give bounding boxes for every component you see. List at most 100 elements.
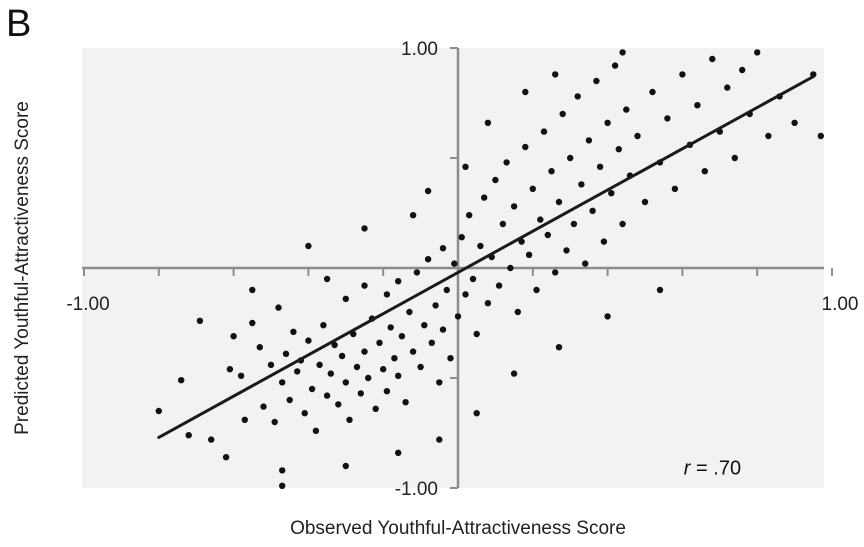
data-point	[529, 185, 536, 192]
data-point	[357, 390, 364, 397]
data-point	[286, 396, 293, 404]
y-tick-label: -1.00	[395, 479, 438, 500]
data-point	[600, 238, 608, 245]
data-point	[395, 278, 402, 285]
data-point	[305, 242, 312, 250]
data-point	[608, 190, 615, 197]
data-point	[342, 379, 349, 386]
data-point	[611, 62, 619, 69]
data-point	[353, 363, 361, 371]
data-point	[323, 392, 331, 399]
data-point	[499, 220, 507, 228]
data-point	[383, 388, 391, 395]
data-point	[443, 286, 450, 294]
data-point	[709, 55, 716, 63]
data-point	[406, 308, 413, 316]
data-point	[466, 212, 473, 219]
data-point	[522, 88, 529, 96]
data-point	[604, 313, 611, 320]
data-point	[323, 275, 331, 283]
correlation-annotation: r = .70	[684, 457, 741, 479]
data-point	[196, 317, 204, 324]
x-tick-label: -1.00	[66, 294, 109, 315]
data-point	[383, 291, 391, 298]
data-point	[312, 427, 320, 434]
data-point	[222, 454, 230, 461]
data-point	[402, 399, 409, 406]
data-point	[679, 71, 686, 78]
data-point	[155, 407, 162, 415]
panel-label: B	[6, 3, 31, 45]
data-point	[391, 355, 398, 362]
data-point	[282, 350, 290, 357]
data-point	[185, 432, 192, 439]
data-point	[320, 322, 327, 329]
data-point	[271, 418, 278, 426]
data-point	[237, 372, 245, 379]
data-point	[596, 163, 604, 170]
data-point	[458, 234, 465, 241]
data-point	[279, 482, 286, 489]
data-point	[432, 302, 439, 309]
data-point	[559, 110, 566, 118]
data-point	[417, 363, 424, 371]
data-point	[817, 132, 824, 140]
data-point	[462, 163, 469, 170]
data-point	[342, 295, 349, 302]
data-point	[331, 341, 338, 349]
y-axis-title: Predicted Youthful-Attractiveness Score	[12, 101, 33, 435]
data-point	[791, 119, 798, 127]
data-point	[525, 251, 533, 258]
data-point	[555, 344, 563, 351]
data-point	[510, 203, 518, 210]
data-point	[208, 436, 215, 443]
data-point	[249, 286, 256, 294]
data-point	[256, 344, 263, 351]
data-point	[279, 467, 286, 474]
data-point	[533, 286, 540, 294]
data-point	[338, 352, 346, 360]
data-point	[335, 401, 342, 408]
data-point	[316, 361, 323, 368]
data-point	[582, 260, 589, 267]
data-point	[346, 416, 353, 423]
data-point	[473, 330, 480, 338]
tick-labels: -1.00 1.00 1.00 -1.00	[66, 39, 858, 500]
data-point	[241, 416, 248, 423]
data-point	[589, 207, 596, 214]
data-point	[544, 231, 551, 239]
data-point	[664, 115, 671, 122]
data-point	[522, 143, 529, 151]
data-point	[380, 366, 387, 373]
data-point	[372, 405, 379, 412]
data-point	[260, 403, 267, 410]
data-point	[510, 370, 518, 377]
data-point	[249, 319, 256, 327]
data-point	[275, 304, 282, 311]
data-point	[578, 181, 585, 188]
data-point	[413, 269, 421, 276]
data-point	[424, 187, 432, 195]
data-point	[477, 242, 484, 250]
data-point	[376, 339, 383, 346]
data-point	[724, 84, 731, 91]
data-point	[754, 49, 761, 56]
data-point	[503, 159, 510, 166]
data-point	[548, 168, 555, 175]
data-point	[731, 154, 738, 162]
data-point	[563, 247, 570, 254]
data-point	[765, 132, 772, 140]
data-point	[473, 410, 480, 417]
data-point	[409, 212, 417, 219]
data-point	[694, 102, 701, 109]
data-point	[447, 355, 454, 362]
data-point	[226, 366, 234, 373]
data-point	[492, 176, 499, 184]
data-point	[604, 119, 611, 127]
data-point	[398, 333, 406, 340]
data-point	[294, 368, 301, 375]
data-point	[507, 264, 514, 272]
data-point	[615, 146, 622, 153]
x-tick-label: 1.00	[822, 294, 859, 315]
